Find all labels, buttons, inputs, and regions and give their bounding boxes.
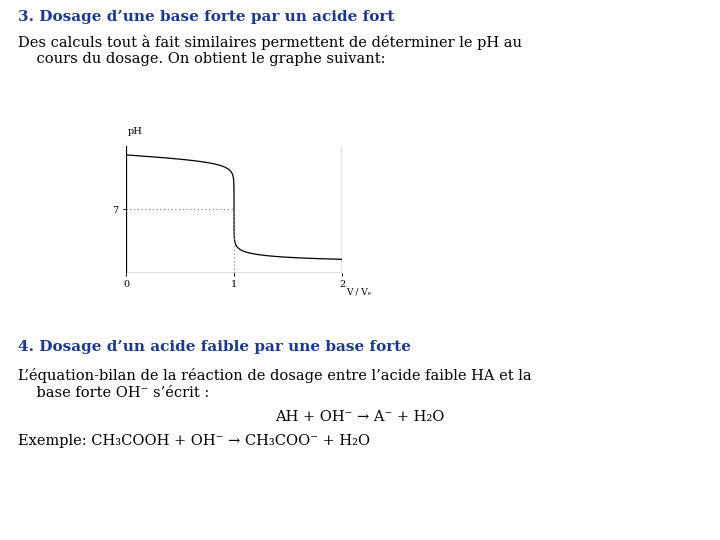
Text: AH + OH⁻ → A⁻ + H₂O: AH + OH⁻ → A⁻ + H₂O [275,410,445,424]
Text: L’équation-bilan de la réaction de dosage entre l’acide faible HA et la: L’équation-bilan de la réaction de dosag… [18,368,531,383]
Text: pH: pH [128,127,143,136]
Text: cours du dosage. On obtient le graphe suivant:: cours du dosage. On obtient le graphe su… [18,52,385,66]
Text: V / Vₑ: V / Vₑ [346,288,372,297]
Text: 4. Dosage d’un acide faible par une base forte: 4. Dosage d’un acide faible par une base… [18,340,411,354]
Text: 3. Dosage d’une base forte par un acide fort: 3. Dosage d’une base forte par un acide … [18,10,395,24]
Text: Exemple: CH₃COOH + OH⁻ → CH₃COO⁻ + H₂O: Exemple: CH₃COOH + OH⁻ → CH₃COO⁻ + H₂O [18,434,370,448]
Text: Des calculs tout à fait similaires permettent de déterminer le pH au: Des calculs tout à fait similaires perme… [18,35,522,50]
Text: base forte OH⁻ s’écrit :: base forte OH⁻ s’écrit : [18,386,210,400]
